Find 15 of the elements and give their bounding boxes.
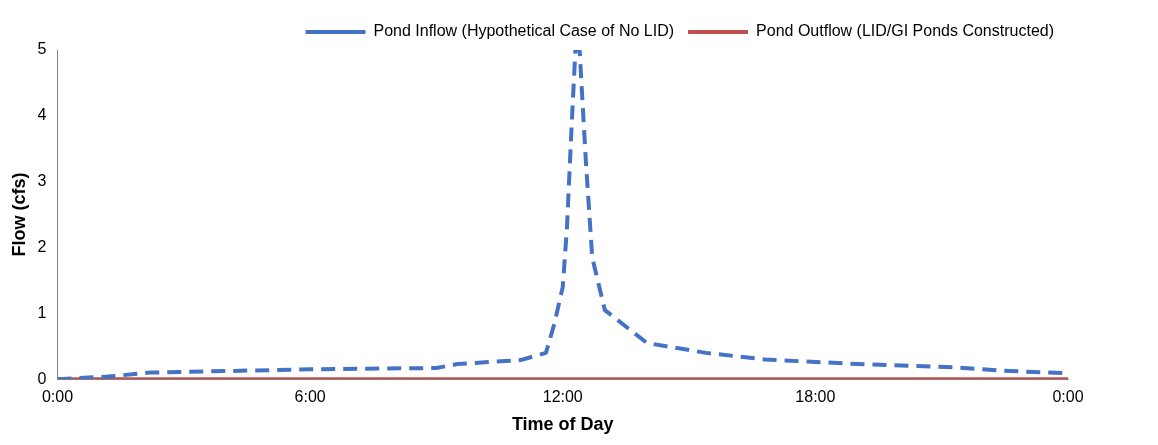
y-tick-label: 1 (37, 303, 47, 321)
x-tick-label: 6:00 (294, 388, 326, 406)
legend-label: Pond Outflow (LID/GI Ponds Constructed) (756, 22, 1055, 40)
y-tick-label: 0 (37, 369, 47, 387)
x-tick-label: 12:00 (542, 388, 583, 406)
x-tick-label: 0:00 (1052, 388, 1084, 406)
y-axis-title: Flow (cfs) (8, 172, 29, 257)
x-tick-label: 0:00 (41, 388, 74, 406)
y-tick-label: 5 (37, 40, 47, 58)
legend-label: Pond Inflow (Hypothetical Case of No LID) (373, 22, 675, 40)
y-tick-label: 3 (37, 172, 47, 190)
y-tick-label: 4 (37, 106, 47, 124)
y-tick-label: 2 (37, 237, 47, 255)
x-axis-title: Time of Day (511, 414, 614, 435)
x-tick-label: 18:00 (795, 388, 836, 406)
